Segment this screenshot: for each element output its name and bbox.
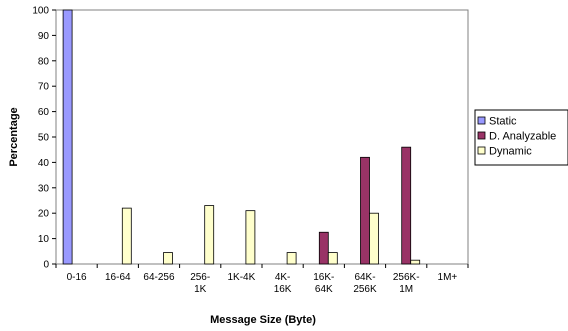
y-tick-label: 0 — [43, 260, 49, 271]
bar-dynamic — [327, 252, 338, 265]
bar-d-analyzable — [318, 231, 329, 265]
bar-dynamic — [121, 207, 132, 265]
x-category-label: 1M+ — [438, 272, 458, 283]
x-category-label: 64K — [315, 284, 333, 295]
legend-swatch — [477, 116, 486, 125]
y-tick-label: 80 — [38, 56, 50, 67]
x-category-label: 16-64 — [105, 272, 131, 283]
bar-dynamic — [204, 205, 215, 265]
bar-d-analyzable — [401, 146, 412, 265]
y-tick-label: 30 — [38, 183, 50, 194]
x-category-label: 0-16 — [67, 272, 87, 283]
y-tick-label: 70 — [38, 82, 50, 93]
legend: Static D. Analyzable Dynamic — [474, 109, 568, 166]
y-tick-label: 40 — [38, 158, 50, 169]
bar-dynamic — [286, 252, 297, 265]
legend-swatch — [477, 146, 486, 155]
y-tick-label: 60 — [38, 107, 50, 118]
x-axis-ticks: 0-16 16-64 64-256 256-1K 1K-4K 4K-16K 16K-64K 6… — [55, 264, 469, 295]
x-category-label: 256K — [353, 284, 377, 295]
y-tick-label: 100 — [32, 6, 49, 17]
x-category-label: 256- — [190, 272, 210, 283]
bar-dynamic — [410, 259, 421, 265]
y-tick-label: 90 — [38, 31, 50, 42]
bars — [62, 9, 421, 265]
bar-dynamic — [369, 212, 379, 265]
bar-dynamic — [245, 210, 256, 265]
x-category-label: 64K- — [354, 272, 375, 283]
x-category-label: 1K-4K — [228, 272, 256, 283]
legend-label: D. Analyzable — [489, 131, 556, 143]
y-tick-label: 20 — [38, 209, 50, 220]
x-axis-title: Message Size (Byte) — [210, 314, 316, 326]
x-category-label: 16K — [274, 284, 292, 295]
bar-static — [62, 9, 73, 265]
legend-swatch — [477, 131, 486, 140]
x-category-label: 4K- — [275, 272, 291, 283]
x-category-label: 256K- — [393, 272, 420, 283]
legend-label: Dynamic — [489, 146, 532, 158]
x-category-label: 1K — [194, 284, 207, 295]
bar-dynamic — [163, 252, 173, 265]
y-axis-title: Percentage — [8, 107, 20, 166]
legend-box — [474, 109, 568, 166]
y-tick-label: 50 — [38, 133, 50, 144]
y-tick-label: 10 — [38, 234, 50, 245]
x-category-label: 64-256 — [143, 272, 175, 283]
y-axis-ticks: 0 10 20 30 40 50 60 70 80 90 100 — [32, 6, 56, 271]
bar-d-analyzable — [360, 156, 370, 265]
legend-label: Static — [489, 116, 517, 128]
x-category-label: 16K- — [313, 272, 334, 283]
x-category-label: 1M — [399, 284, 413, 295]
